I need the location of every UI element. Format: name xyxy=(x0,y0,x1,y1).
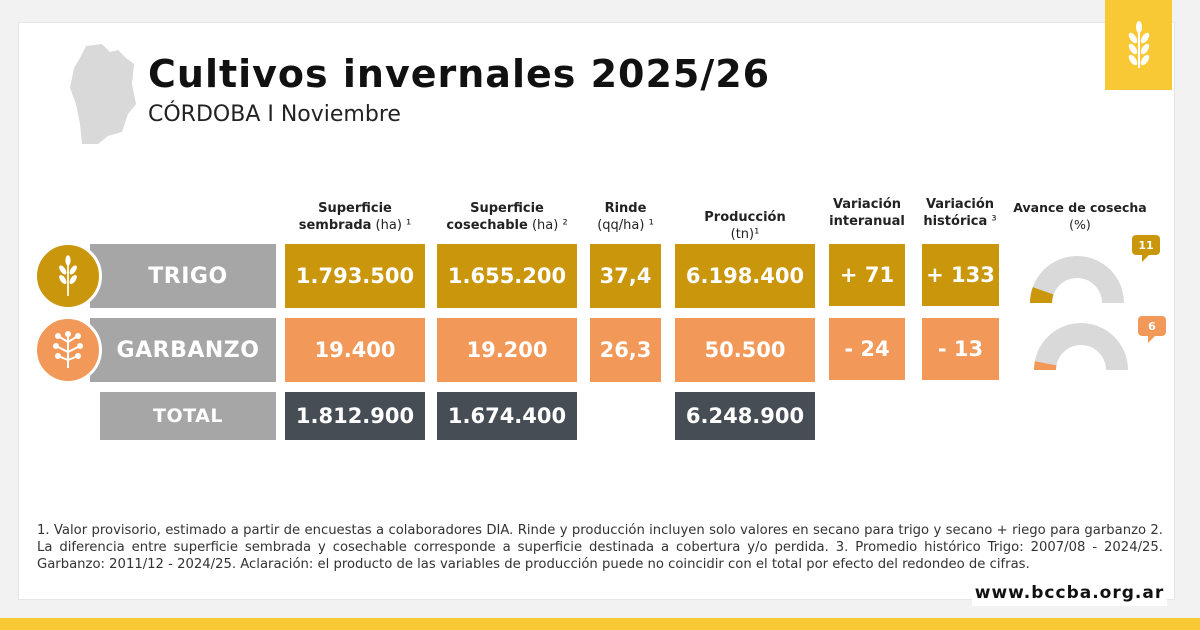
total-cosechable: 1.674.400 xyxy=(437,392,577,440)
trigo-cosechable: 1.655.200 xyxy=(437,244,577,308)
gauge-fill xyxy=(1034,361,1057,370)
column-unit: (ha) ² xyxy=(527,218,568,233)
infographic-card xyxy=(18,22,1175,600)
crop-name: TRIGO xyxy=(148,263,228,289)
column-unit: (qq/ha) ¹ xyxy=(597,218,654,233)
garbanzo-historica: - 13 xyxy=(922,318,999,380)
column-header: Avance de cosecha (%) xyxy=(1005,199,1155,233)
column-header-line1: Producción xyxy=(704,210,786,225)
column-header-line2: sembrada xyxy=(298,218,372,233)
garbanzo-produccion: 50.500 xyxy=(675,318,815,382)
gauge-track xyxy=(1034,323,1128,370)
total-label: TOTAL xyxy=(100,392,276,440)
column-header-line1: Variación xyxy=(925,197,995,212)
column-header: Superficie sembrada (ha) ¹ xyxy=(285,200,425,234)
page-subtitle: CÓRDOBA I Noviembre xyxy=(148,102,401,127)
trigo-produccion: 6.198.400 xyxy=(675,244,815,308)
column-header-line1: Avance de cosecha xyxy=(1013,200,1147,215)
garbanzo-rinde: 26,3 xyxy=(590,318,661,382)
total-produccion: 6.248.900 xyxy=(675,392,815,440)
trigo-rinde: 37,4 xyxy=(590,244,661,308)
column-unit: ³ xyxy=(987,214,997,229)
column-unit: (%) xyxy=(1069,217,1091,232)
gauge-fill xyxy=(1030,287,1054,303)
column-header-line2: cosechable xyxy=(446,218,528,233)
gauge-track xyxy=(1030,256,1124,303)
chickpea-plant-icon xyxy=(34,316,102,384)
wheat-logo-icon xyxy=(1128,21,1149,68)
garbanzo-sembrada: 19.400 xyxy=(285,318,425,382)
website-link[interactable]: www.bccba.org.ar xyxy=(972,580,1167,606)
harvest-progress-badge: 11 xyxy=(1132,235,1160,262)
garbanzo-cosechable: 19.200 xyxy=(437,318,577,382)
bottom-stripe xyxy=(0,618,1200,630)
harvest-progress-badge: 6 xyxy=(1138,316,1166,343)
trigo-interanual: + 71 xyxy=(829,244,905,306)
garbanzo-interanual: - 24 xyxy=(829,318,905,380)
column-header: Variación histórica ³ xyxy=(915,196,1005,230)
column-header-line2: histórica xyxy=(923,214,988,229)
page-title: Cultivos invernales 2025/26 xyxy=(148,52,771,96)
column-unit: (tn)¹ xyxy=(730,227,760,242)
column-header-line1: Rinde xyxy=(604,201,647,216)
column-header-line2: interanual xyxy=(829,214,905,229)
column-header: Rinde (qq/ha) ¹ xyxy=(590,200,661,234)
crop-label-garbanzo: GARBANZO xyxy=(90,318,276,382)
crop-name: GARBANZO xyxy=(116,337,260,363)
column-header: Variación interanual xyxy=(822,196,912,230)
bccba-logo xyxy=(1105,0,1172,90)
column-header-line1: Variación xyxy=(832,197,902,212)
total-sembrada: 1.812.900 xyxy=(285,392,425,440)
trigo-historica: + 133 xyxy=(922,244,999,306)
column-header-line1: Superficie xyxy=(470,201,544,216)
crop-label-trigo: TRIGO xyxy=(90,244,276,308)
footnotes: 1. Valor provisorio, estimado a partir d… xyxy=(37,523,1163,572)
column-unit: (ha) ¹ xyxy=(371,218,412,233)
wheat-icon xyxy=(34,242,102,310)
column-header: Superficie cosechable (ha) ² xyxy=(437,200,577,234)
cordoba-map-icon xyxy=(70,44,136,144)
column-header: Producción (tn)¹ xyxy=(668,209,822,243)
column-header-line1: Superficie xyxy=(318,201,392,216)
trigo-sembrada: 1.793.500 xyxy=(285,244,425,308)
